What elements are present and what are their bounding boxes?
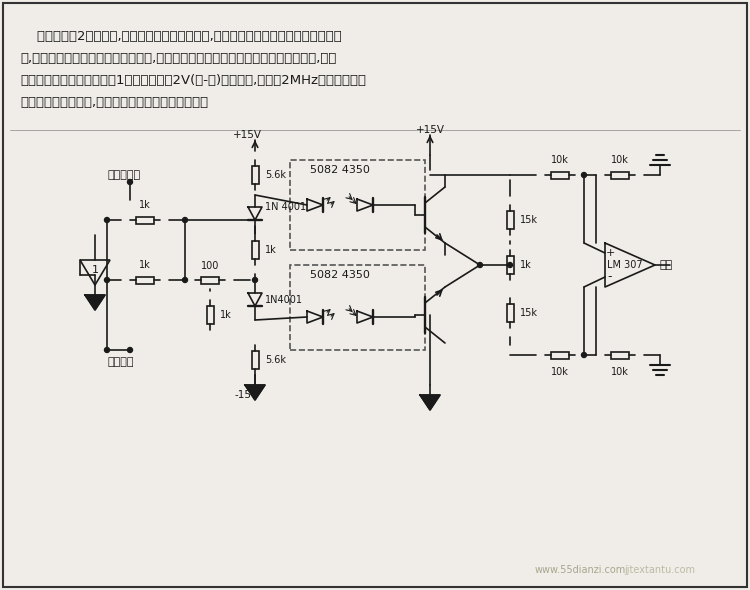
Text: -: -	[608, 270, 612, 284]
Bar	[506, 256, 514, 274]
Bar	[551, 172, 569, 179]
Polygon shape	[85, 295, 105, 310]
Text: 时,一只隔离器中增量增益的向上变化,被另一只隔离器中增量增益向下的变化补偿掉,从而: 时,一只隔离器中增量增益的向上变化,被另一只隔离器中增量增益向下的变化补偿掉,从…	[20, 52, 336, 65]
Text: 10k: 10k	[611, 155, 629, 165]
Text: 1N 4001: 1N 4001	[265, 202, 306, 212]
Text: 100: 100	[201, 261, 219, 271]
Polygon shape	[420, 395, 440, 410]
Bar	[290, 160, 425, 250]
Polygon shape	[245, 385, 265, 400]
Bar	[506, 304, 514, 322]
Circle shape	[182, 218, 188, 222]
Text: 非倒相输入: 非倒相输入	[108, 170, 141, 180]
Text: 15k: 15k	[520, 308, 538, 318]
Bar	[611, 172, 629, 179]
Text: 5082 4350: 5082 4350	[310, 270, 370, 280]
Text: 1k: 1k	[520, 260, 532, 270]
Text: +15V: +15V	[416, 125, 445, 135]
Bar	[611, 352, 629, 359]
Bar	[506, 211, 514, 229]
Text: 5.6k: 5.6k	[265, 355, 286, 365]
Circle shape	[128, 348, 133, 352]
Text: jjtextantu.com: jjtextantu.com	[625, 565, 695, 575]
Circle shape	[104, 277, 110, 283]
Bar	[290, 265, 425, 350]
Text: 5.6k: 5.6k	[265, 170, 286, 180]
Bar	[136, 217, 154, 224]
Bar	[251, 241, 259, 259]
Bar	[251, 166, 259, 184]
Text: 1k: 1k	[220, 310, 232, 320]
Text: 本电路采用2只隔离器,类似推挽放大器那样工作,减少了谐波的产生。当加上输入信号: 本电路采用2只隔离器,类似推挽放大器那样工作,减少了谐波的产生。当加上输入信号	[20, 30, 342, 43]
Bar	[136, 277, 154, 284]
Circle shape	[581, 352, 586, 358]
Text: 1N4001: 1N4001	[265, 295, 303, 305]
Text: +15V: +15V	[232, 130, 262, 140]
Text: 1k: 1k	[140, 260, 151, 270]
Bar	[206, 306, 214, 324]
Text: 消除了谐波。电路增益约为1。在信号低于2V(峰-峰)的情况下,带宽为2MHz。在倒相输入: 消除了谐波。电路增益约为1。在信号低于2V(峰-峰)的情况下,带宽为2MHz。在…	[20, 74, 366, 87]
Circle shape	[104, 218, 110, 222]
Bar	[551, 352, 569, 359]
Circle shape	[128, 179, 133, 185]
Text: 1k: 1k	[140, 200, 151, 210]
Text: 1: 1	[92, 265, 98, 275]
Text: 1k: 1k	[265, 245, 277, 255]
Text: 端或者非倒相输入端,可以加入任何极性的输入信号。: 端或者非倒相输入端,可以加入任何极性的输入信号。	[20, 96, 208, 109]
Circle shape	[478, 263, 482, 267]
Circle shape	[104, 348, 110, 352]
Bar	[251, 351, 259, 369]
Text: 倒相输入: 倒相输入	[108, 357, 134, 367]
Circle shape	[581, 172, 586, 178]
Text: -15V: -15V	[235, 390, 259, 400]
Text: 输出: 输出	[660, 260, 674, 270]
Text: 10k: 10k	[551, 367, 569, 377]
Circle shape	[508, 263, 512, 267]
Text: 15k: 15k	[520, 215, 538, 225]
Text: www.55dianzi.com: www.55dianzi.com	[534, 565, 626, 575]
Text: 10k: 10k	[551, 155, 569, 165]
Text: +: +	[605, 248, 615, 258]
Circle shape	[253, 277, 257, 283]
Text: 10k: 10k	[611, 367, 629, 377]
Circle shape	[182, 277, 188, 283]
Text: 5082 4350: 5082 4350	[310, 165, 370, 175]
Text: LM 307: LM 307	[608, 260, 643, 270]
Bar	[201, 277, 219, 284]
